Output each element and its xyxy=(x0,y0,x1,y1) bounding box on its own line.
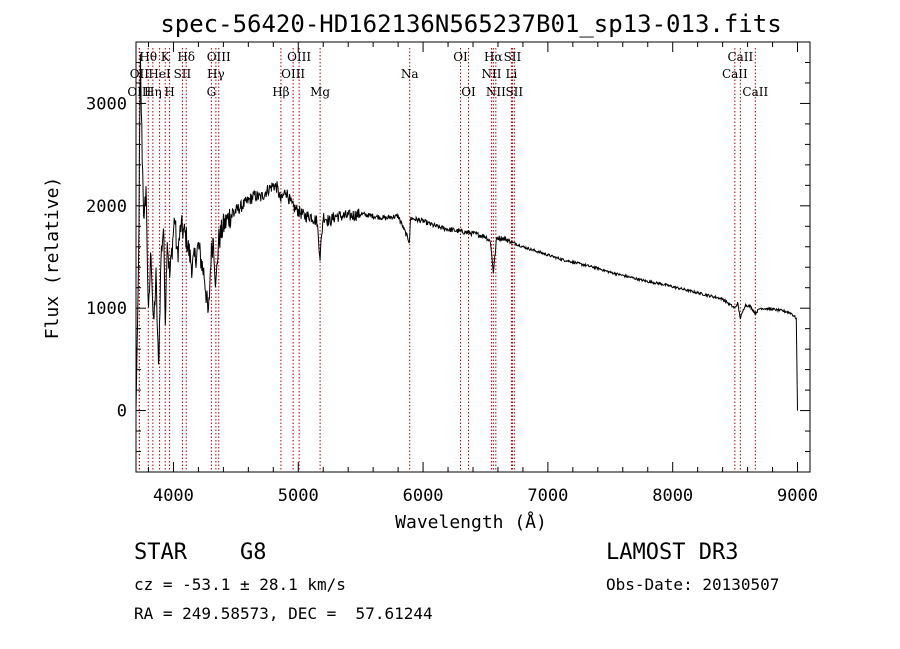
y-tick-label: 0 xyxy=(117,402,127,422)
y-tick-label: 3000 xyxy=(86,94,127,114)
spectral-line-label: NII xyxy=(481,67,501,81)
spectral-line-label: Hθ xyxy=(139,50,157,64)
plot-frame xyxy=(135,41,811,473)
spectral-line-label: OII xyxy=(130,67,150,81)
spectral-line-label: NII xyxy=(486,85,506,99)
spectral-line-label: H xyxy=(164,85,174,99)
spectral-line-label: Mg xyxy=(310,85,330,99)
spectral-line-label: OIII xyxy=(127,85,151,99)
x-tick-label: 5000 xyxy=(278,486,319,506)
survey-label: LAMOST DR3 xyxy=(606,540,739,565)
x-tick-label: 9000 xyxy=(777,486,818,506)
spectral-line-label: OIII xyxy=(281,67,305,81)
spectral-line-label: OIII xyxy=(207,50,231,64)
spectral-line-label: Na xyxy=(401,67,419,81)
spectral-line-label: CaII xyxy=(727,50,753,64)
redshift-label: cz = -53.1 ± 28.1 km/s xyxy=(134,575,346,594)
x-tick-label: 4000 xyxy=(153,486,194,506)
x-tick-label: 6000 xyxy=(403,486,444,506)
spectral-line-label: OI xyxy=(453,50,468,64)
spectral-line-label: SII xyxy=(504,50,522,64)
x-tick-label: 7000 xyxy=(527,486,568,506)
chart-title: spec-56420-HD162136N565237B01_sp13-013.f… xyxy=(160,10,781,38)
spectral-line-label: Hδ xyxy=(177,50,195,64)
y-tick-label: 1000 xyxy=(86,299,127,319)
spectral-line-label: Hη xyxy=(144,85,162,99)
spectral-line-label: Hγ xyxy=(207,67,225,81)
spectral-line-label: OI xyxy=(461,85,476,99)
spectral-line-label: OIII xyxy=(287,50,311,64)
spectral-line-label: CaII xyxy=(722,67,748,81)
spectral-line-label: Hα xyxy=(484,50,503,64)
spectral-line-label: G xyxy=(207,85,217,99)
y-tick-label: 2000 xyxy=(86,197,127,217)
spectral-line-label: SII xyxy=(505,85,523,99)
y-axis-label: Flux (relative) xyxy=(42,177,63,340)
x-tick-label: 8000 xyxy=(652,486,693,506)
spectral-line-label: CaII xyxy=(742,85,768,99)
flux-series-line xyxy=(135,53,798,411)
obs-date-label: Obs-Date: 20130507 xyxy=(606,575,780,594)
object-class-label: STAR xyxy=(134,540,187,565)
spectral-line-label: Li xyxy=(506,67,518,81)
spectral-line-label: SII xyxy=(174,67,192,81)
spectral-line-label: HeI xyxy=(148,67,171,81)
x-axis-label: Wavelength (Å) xyxy=(395,511,547,533)
spectral-line-label: K xyxy=(161,50,171,64)
spectral-line-label: Hβ xyxy=(272,85,289,99)
subclass-label: G8 xyxy=(240,540,267,565)
coordinates-label: RA = 249.58573, DEC = 57.61244 xyxy=(134,604,433,623)
